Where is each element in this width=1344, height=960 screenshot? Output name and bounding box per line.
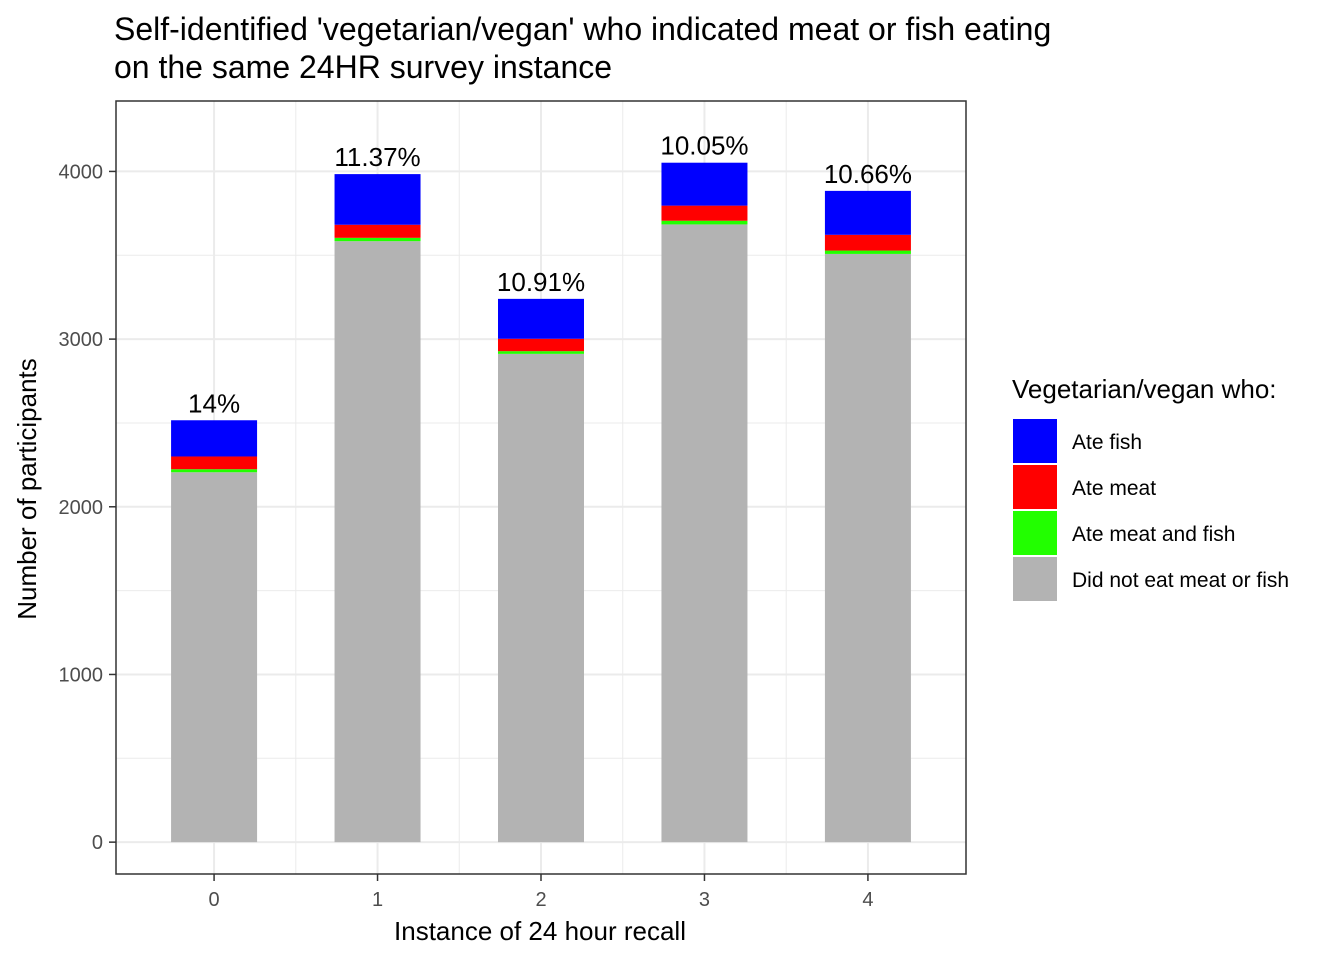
bar-segment	[661, 220, 748, 225]
legend-title: Vegetarian/vegan who:	[1012, 374, 1277, 404]
y-tick-label: 3000	[59, 329, 104, 351]
bar-segment	[334, 174, 421, 225]
chart-title-line-1: Self-identified 'vegetarian/vegan' who i…	[114, 11, 1052, 47]
bar-percentage-label: 10.91%	[497, 267, 585, 297]
bar-segment	[824, 190, 911, 235]
bar-percentage-label: 10.66%	[824, 159, 912, 189]
bar-segment	[498, 353, 584, 843]
y-tick-label: 1000	[59, 664, 104, 686]
x-tick-label: 4	[862, 889, 873, 911]
bar-percentage-label: 14%	[188, 388, 240, 418]
bar-segment	[661, 224, 748, 843]
bar-segment	[171, 469, 258, 473]
bar-segment	[334, 241, 421, 843]
chart-title: Self-identified 'vegetarian/vegan' who i…	[114, 10, 1051, 86]
bar-segment	[334, 224, 421, 238]
bar-percentage-label: 10.05%	[660, 131, 748, 161]
bar-segment	[171, 472, 258, 843]
legend-key	[1013, 511, 1057, 555]
bar-percentage-label: 11.37%	[334, 142, 420, 172]
bar-segment	[334, 237, 421, 242]
y-tick-label: 4000	[59, 161, 104, 183]
legend: Vegetarian/vegan who: Ate fish Ate meat At…	[1012, 374, 1289, 601]
y-tick-label: 0	[92, 832, 103, 854]
legend-label: Ate fish	[1072, 431, 1142, 454]
legend-key	[1013, 465, 1057, 509]
bar-segment	[661, 205, 748, 221]
bar-segment	[498, 338, 584, 352]
legend-label: Did not eat meat or fish	[1072, 569, 1289, 592]
legend-label: Ate meat and fish	[1072, 523, 1235, 546]
bar-segment	[824, 253, 911, 843]
legend-key	[1013, 419, 1057, 463]
bar-segment	[171, 420, 258, 457]
bar-segment	[824, 234, 911, 251]
legend-label: Ate meat	[1072, 477, 1156, 500]
x-tick-label: 3	[699, 889, 710, 911]
legend-key	[1013, 557, 1057, 601]
x-tick-label: 1	[372, 889, 383, 911]
y-tick-label: 2000	[59, 497, 104, 519]
bar-segment	[171, 456, 258, 470]
plot-area: 14% 11.37% 10.91% 10.05% 10.66% 0 1000 2000 3000…	[59, 100, 967, 911]
x-tick-label: 2	[535, 889, 546, 911]
bar-segment	[824, 250, 911, 254]
y-axis-title: Number of participants	[12, 358, 42, 620]
chart-title-line-2: on the same 24HR survey instance	[114, 49, 613, 85]
bar-segment	[498, 298, 584, 339]
x-tick-label: 0	[209, 889, 220, 911]
x-axis-title: Instance of 24 hour recall	[394, 916, 686, 946]
bar-segment	[498, 351, 584, 354]
bar-segment	[661, 162, 748, 206]
